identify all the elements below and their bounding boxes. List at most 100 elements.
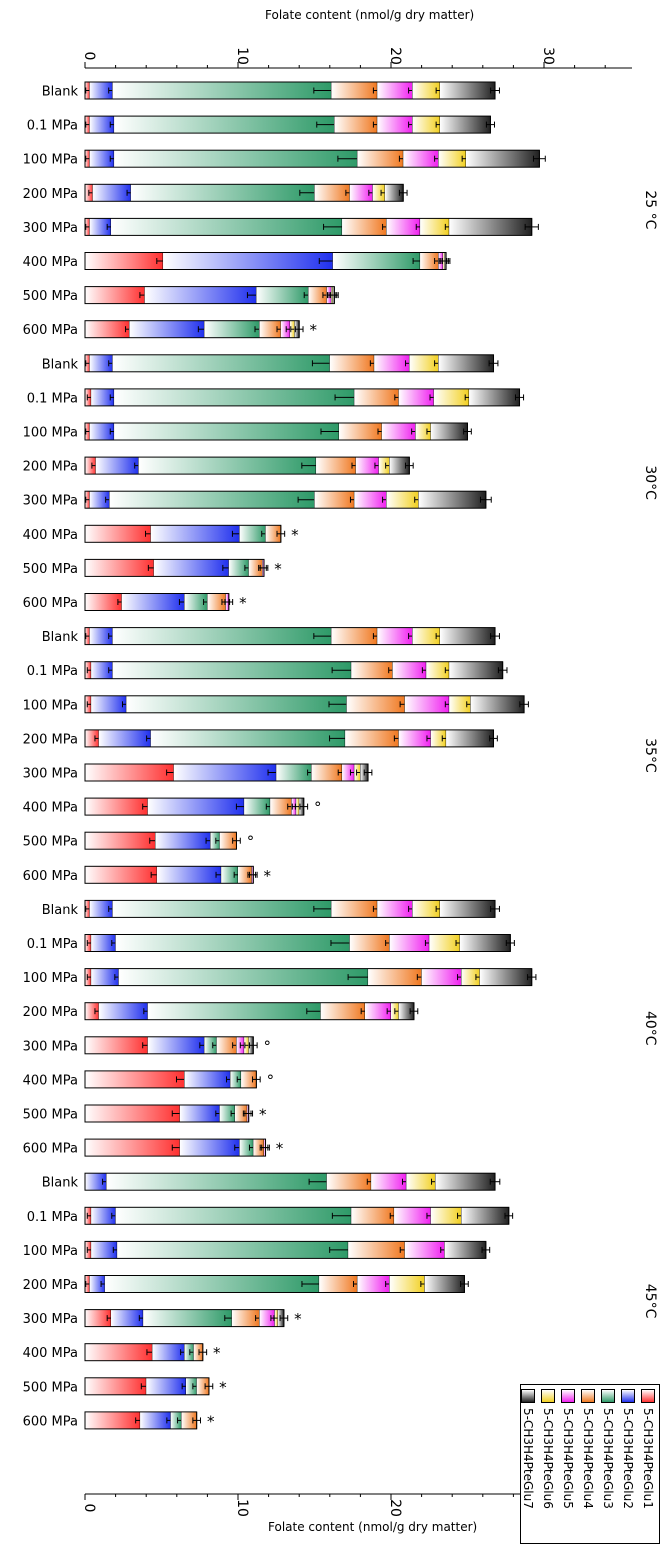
legend-item: 5-CH3H4PteGlu1 bbox=[639, 1385, 658, 1543]
significance-mark: ° bbox=[264, 1037, 272, 1055]
bar-segment bbox=[248, 559, 263, 577]
row-label: 100 MPa bbox=[23, 971, 78, 986]
bar-segment bbox=[112, 900, 332, 918]
bar-segment bbox=[420, 252, 439, 270]
bar-segment bbox=[184, 1343, 194, 1361]
bar-segment bbox=[91, 388, 115, 406]
bar-segment bbox=[89, 82, 113, 99]
legend-item: 5-CH3H4PteGlu7 bbox=[519, 1385, 538, 1543]
bar-outline bbox=[84, 1172, 496, 1191]
significance-mark: * bbox=[294, 1310, 302, 1328]
bar-segment bbox=[378, 457, 390, 475]
bar-segment bbox=[89, 150, 115, 168]
bar-segment bbox=[89, 1275, 105, 1293]
bar-outline bbox=[84, 422, 468, 441]
bar-segment bbox=[181, 1411, 197, 1429]
bar-segment bbox=[234, 1105, 248, 1122]
bar-segment bbox=[89, 627, 113, 645]
bar-segment bbox=[439, 900, 496, 918]
bar-segment bbox=[130, 184, 315, 202]
bar-segment bbox=[85, 1309, 112, 1327]
bar-segment bbox=[238, 866, 252, 884]
bar-segment bbox=[420, 218, 450, 236]
bar-segment bbox=[430, 423, 468, 440]
bar-segment bbox=[89, 218, 112, 236]
bar-segment bbox=[98, 1002, 148, 1020]
bar-outline bbox=[84, 1070, 257, 1089]
bar-segment bbox=[228, 559, 249, 577]
bar-segment bbox=[144, 286, 257, 304]
bar-segment bbox=[342, 764, 355, 781]
row-label: 300 MPa bbox=[23, 494, 78, 509]
bar-outline bbox=[84, 1377, 210, 1396]
bar-segment bbox=[85, 832, 156, 850]
row-label: Blank bbox=[42, 630, 79, 645]
group-label: 30°C bbox=[642, 465, 658, 500]
row-label: 600 MPa bbox=[23, 596, 78, 611]
bar-outline bbox=[84, 252, 447, 270]
group-label: 45°C bbox=[642, 1284, 658, 1319]
legend-label: 5-CH3H4PteGlu7 bbox=[521, 1408, 536, 1509]
bar-segment bbox=[449, 661, 503, 679]
bar-segment bbox=[354, 491, 387, 509]
bar-outline bbox=[84, 388, 521, 407]
bar-segment bbox=[433, 388, 470, 406]
bar-segment bbox=[479, 968, 532, 986]
bar-segment bbox=[241, 1070, 257, 1088]
significance-mark: * bbox=[239, 594, 247, 612]
bar-outline bbox=[84, 968, 533, 987]
bar-segment bbox=[357, 1275, 390, 1293]
bar-segment bbox=[406, 1173, 436, 1191]
bar-outline bbox=[84, 115, 491, 134]
bar-segment bbox=[85, 798, 148, 816]
significance-mark: * bbox=[264, 867, 272, 885]
bar-segment bbox=[129, 320, 205, 338]
bar-segment bbox=[85, 593, 122, 611]
bar-outline bbox=[84, 934, 511, 952]
bar-segment bbox=[239, 1139, 254, 1157]
bar-segment bbox=[404, 1241, 445, 1259]
bar-segment bbox=[92, 184, 131, 202]
bar-segment bbox=[204, 1036, 217, 1054]
bar-segment bbox=[140, 1411, 171, 1429]
bar-segment bbox=[163, 252, 333, 270]
row-label: 0.1 MPa bbox=[27, 119, 78, 134]
bar-segment bbox=[338, 423, 382, 440]
bar-segment bbox=[348, 1241, 405, 1259]
bar-segment bbox=[112, 627, 332, 645]
bar-segment bbox=[342, 218, 387, 236]
bar-outline bbox=[84, 865, 254, 884]
bar-segment bbox=[430, 729, 447, 747]
bar-segment bbox=[314, 491, 355, 509]
bar-segment bbox=[438, 150, 466, 168]
bar-segment bbox=[150, 525, 240, 543]
bar-segment bbox=[444, 1241, 486, 1259]
bar-segment bbox=[377, 900, 413, 918]
bar-segment bbox=[398, 388, 434, 406]
bar-segment bbox=[114, 150, 358, 168]
row-label: 0.1 MPa bbox=[27, 1210, 78, 1225]
bottom-axis-title: Folate content (nmol/g dry matter) bbox=[268, 1520, 478, 1534]
row-label: 100 MPa bbox=[23, 426, 78, 441]
row-label: 0.1 MPa bbox=[27, 664, 78, 679]
bar-outline bbox=[84, 320, 300, 339]
bar-outline bbox=[84, 524, 282, 543]
row-label: 500 MPa bbox=[23, 289, 78, 304]
bar-segment bbox=[91, 695, 127, 713]
bar-segment bbox=[104, 1275, 320, 1293]
row-label: 500 MPa bbox=[23, 1380, 78, 1395]
bar-segment bbox=[326, 1173, 372, 1191]
row-label: 600 MPa bbox=[23, 1142, 78, 1157]
bar-outline bbox=[84, 763, 369, 782]
bar-segment bbox=[364, 1002, 391, 1020]
bar-segment bbox=[426, 661, 450, 679]
bar-segment bbox=[146, 1377, 186, 1395]
bar-segment bbox=[85, 1002, 99, 1020]
significance-mark: * bbox=[219, 1378, 227, 1396]
bar-segment bbox=[85, 320, 130, 338]
bar-segment bbox=[89, 423, 115, 440]
bar-segment bbox=[465, 150, 540, 168]
bar-segment bbox=[221, 866, 238, 884]
bar-segment bbox=[259, 1309, 275, 1327]
bar-segment bbox=[424, 1275, 465, 1293]
